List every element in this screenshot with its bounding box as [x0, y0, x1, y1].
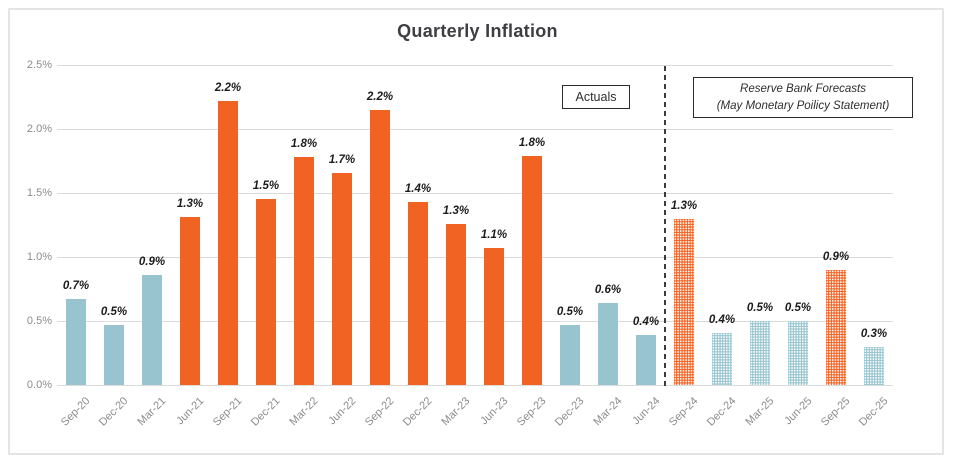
gridline-0.5%: [57, 321, 893, 322]
bar-dec-20: [104, 325, 124, 385]
gridline-0.0%: [57, 385, 893, 386]
bar-value-label-sep-22: 2.2%: [366, 91, 394, 103]
gridline-1.5%: [57, 193, 893, 194]
bar-value-label-jun-21: 1.3%: [176, 198, 204, 210]
bar-value-label-sep-20: 0.7%: [62, 280, 90, 292]
bar-sep-22: [370, 110, 390, 385]
bar-value-label-dec-25: 0.3%: [860, 328, 888, 340]
bar-value-label-sep-25: 0.9%: [822, 251, 850, 263]
bar-value-label-dec-22: 1.4%: [404, 183, 432, 195]
bar-value-label-sep-23: 1.8%: [518, 137, 546, 149]
bar-value-label-mar-23: 1.3%: [442, 205, 470, 217]
gridline-2.0%: [57, 129, 893, 130]
gridline-1.0%: [57, 257, 893, 258]
y-axis-tick-label: 1.5%: [26, 187, 52, 199]
bar-value-label-jun-24: 0.4%: [632, 316, 660, 328]
bar-dec-22: [408, 202, 428, 385]
bar-value-label-dec-20: 0.5%: [100, 306, 128, 318]
bar-value-label-jun-22: 1.7%: [328, 154, 356, 166]
actuals-label: Actuals: [575, 90, 617, 104]
bar-sep-20: [66, 299, 86, 385]
forecast-divider-line: [664, 66, 666, 388]
bar-mar-22: [294, 157, 314, 385]
bar-sep-23: [522, 156, 542, 385]
bar-value-label-jun-23: 1.1%: [480, 229, 508, 241]
bar-jun-21: [180, 217, 200, 385]
bar-value-label-mar-25: 0.5%: [746, 302, 774, 314]
bar-mar-21: [142, 275, 162, 385]
bar-value-label-mar-21: 0.9%: [138, 256, 166, 268]
gridline-2.5%: [57, 65, 893, 66]
bar-value-label-sep-24: 1.3%: [670, 200, 698, 212]
actuals-label-box: Actuals: [562, 85, 630, 109]
bar-jun-22: [332, 173, 352, 385]
bar-dec-25: [864, 347, 884, 385]
bar-jun-23: [484, 248, 504, 385]
bar-value-label-dec-24: 0.4%: [708, 314, 736, 326]
bar-sep-21: [218, 101, 238, 385]
bar-value-label-dec-23: 0.5%: [556, 306, 584, 318]
bar-value-label-dec-21: 1.5%: [252, 180, 280, 192]
y-axis-tick-label: 2.0%: [26, 123, 52, 135]
bar-value-label-mar-22: 1.8%: [290, 138, 318, 150]
forecast-label-box: Reserve Bank Forecasts (May Monetary Poi…: [693, 77, 913, 118]
y-axis-tick-label: 0.5%: [26, 315, 52, 327]
bar-sep-25: [826, 270, 846, 385]
forecast-label-line2: (May Monetary Poilicy Statement): [716, 99, 890, 112]
y-axis-tick-label: 0.0%: [26, 379, 52, 391]
bar-value-label-mar-24: 0.6%: [594, 284, 622, 296]
bar-jun-25: [788, 321, 808, 385]
bar-mar-23: [446, 224, 466, 385]
bar-value-label-sep-21: 2.2%: [214, 82, 242, 94]
chart-title: Quarterly Inflation: [397, 21, 558, 41]
bar-dec-24: [712, 333, 732, 385]
bar-dec-23: [560, 325, 580, 385]
bar-sep-24: [674, 219, 694, 385]
bar-jun-24: [636, 335, 656, 385]
y-axis-tick-label: 1.0%: [26, 251, 52, 263]
bar-mar-24: [598, 303, 618, 385]
y-axis-tick-label: 2.5%: [26, 59, 52, 71]
bar-mar-25: [750, 321, 770, 385]
forecast-label-line1: Reserve Bank Forecasts: [740, 83, 866, 96]
bar-value-label-jun-25: 0.5%: [784, 302, 812, 314]
bar-dec-21: [256, 199, 276, 385]
